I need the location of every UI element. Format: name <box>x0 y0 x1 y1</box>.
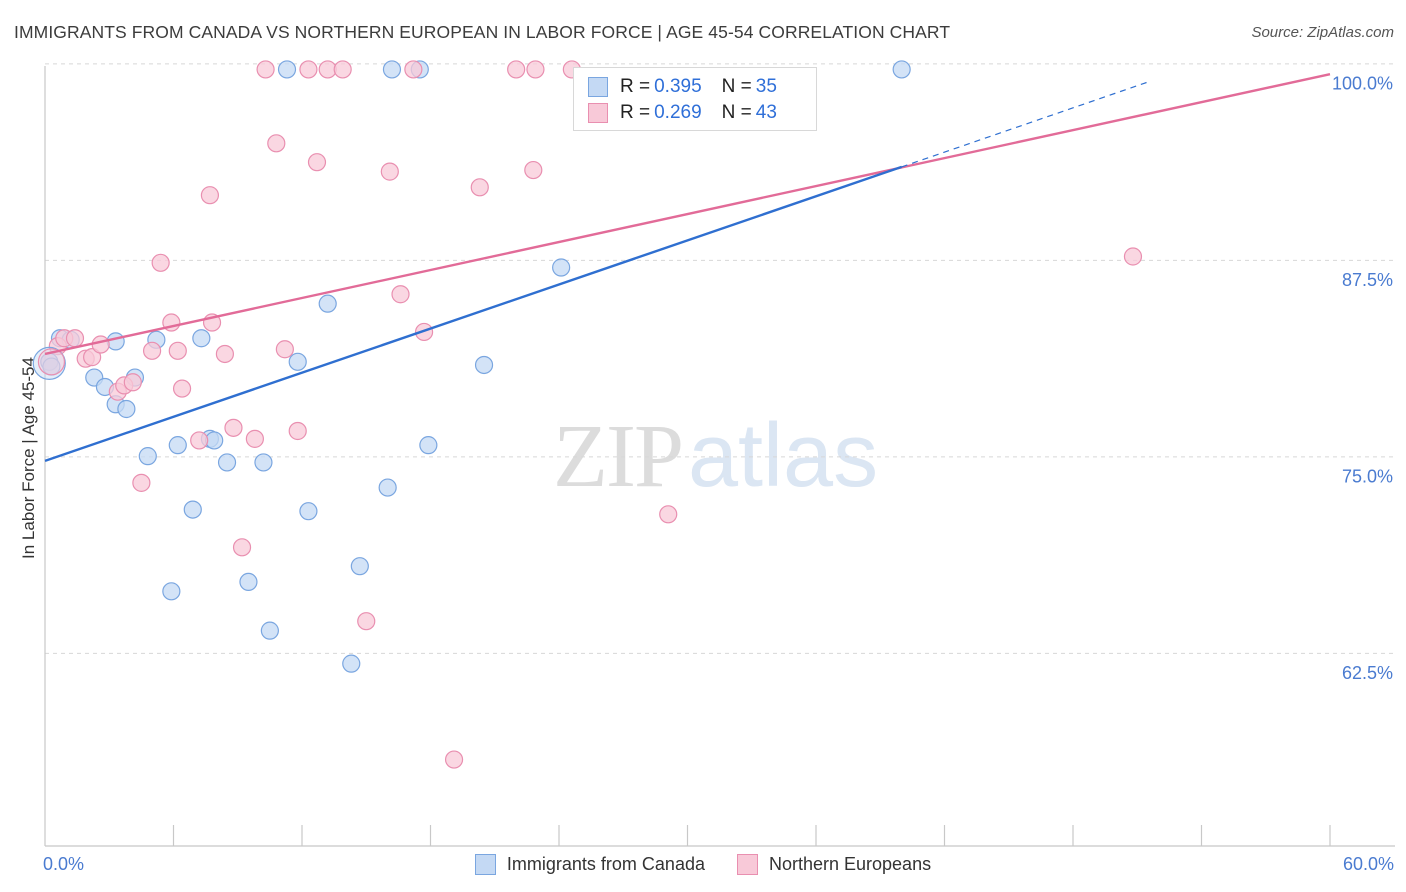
grid-layer <box>45 63 1395 654</box>
legend-label-northern: Northern Europeans <box>768 853 932 874</box>
point-canada <box>552 258 571 277</box>
point-northern <box>526 60 545 79</box>
point-canada <box>318 294 337 313</box>
point-northern <box>333 60 352 79</box>
n-label: N = <box>721 102 752 123</box>
point-cluster-northern <box>37 348 66 376</box>
trend-line-northern <box>44 72 1331 356</box>
point-northern <box>391 285 410 304</box>
point-northern <box>299 60 318 79</box>
point-northern <box>1123 247 1143 266</box>
legend-item-northern[interactable]: Northern Europeans <box>736 853 932 875</box>
x-tick-label: 0.0% <box>43 854 84 874</box>
axis-layer <box>44 66 1395 847</box>
n-value-canada: 35 <box>755 76 777 97</box>
correlation-legend: R = 0.395 N = 35 R = 0.269 N = 43 <box>573 67 817 131</box>
x-tick-label: 60.0% <box>1343 854 1394 874</box>
r-label: R = <box>620 76 651 97</box>
point-canada <box>288 352 307 371</box>
point-canada <box>117 399 136 419</box>
point-northern <box>380 162 399 181</box>
y-tick-label: 62.5% <box>1342 663 1393 683</box>
legend-row-canada: R = 0.395 N = 35 <box>588 75 777 99</box>
point-northern <box>83 348 102 367</box>
point-northern <box>142 341 162 360</box>
point-northern <box>256 60 275 79</box>
legend-swatch-northern <box>736 853 758 875</box>
series-legend: Immigrants from Canada Northern European… <box>0 852 1406 876</box>
point-canada <box>378 478 397 497</box>
point-northern <box>168 341 187 360</box>
point-northern <box>267 134 286 153</box>
point-northern <box>65 329 85 348</box>
point-canada <box>168 436 187 455</box>
trend-line-canada <box>44 165 903 462</box>
legend-swatch-canada <box>474 853 496 875</box>
n-value-northern: 43 <box>755 102 777 123</box>
point-northern <box>190 431 209 450</box>
tick-label-layer: 62.5% 75.0% 87.5% 100.0% 0.0% 60.0% <box>43 74 1394 874</box>
point-canada <box>162 582 181 601</box>
point-northern <box>200 186 220 205</box>
watermark-atlas: atlas <box>688 406 879 506</box>
point-canada <box>217 453 237 472</box>
point-canada <box>892 60 911 79</box>
r-value-northern: 0.269 <box>654 102 702 123</box>
point-northern <box>524 160 543 180</box>
watermark: ZIPatlas <box>553 405 878 508</box>
points-layer <box>32 60 1143 769</box>
legend-swatch-canada <box>588 77 608 97</box>
point-northern <box>659 505 678 524</box>
point-canada <box>183 500 202 519</box>
point-northern <box>404 60 423 79</box>
point-northern <box>275 340 294 359</box>
point-canada <box>239 572 258 592</box>
point-northern <box>245 429 264 448</box>
point-northern <box>444 750 464 769</box>
point-canada <box>419 436 438 455</box>
r-label: R = <box>620 102 651 123</box>
trend-line-canada-extension <box>901 81 1149 168</box>
point-canada <box>254 453 273 472</box>
point-canada <box>106 332 125 351</box>
point-cluster-canada <box>32 346 66 380</box>
point-northern <box>232 538 252 557</box>
point-northern <box>132 473 151 492</box>
n-label: N = <box>721 76 752 97</box>
legend-label-canada: Immigrants from Canada <box>506 853 705 874</box>
point-canada <box>299 502 318 521</box>
legend-item-canada[interactable]: Immigrants from Canada <box>474 853 705 875</box>
point-northern <box>172 379 192 398</box>
point-northern <box>123 373 142 392</box>
point-canada <box>260 621 279 640</box>
point-northern <box>288 421 307 441</box>
point-northern <box>91 335 110 354</box>
point-northern <box>307 153 327 172</box>
source-credit: Source: ZipAtlas.com <box>1251 24 1394 41</box>
point-canada <box>474 355 494 375</box>
point-canada <box>277 60 297 79</box>
legend-row-northern: R = 0.269 N = 43 <box>588 101 777 125</box>
y-tick-label: 100.0% <box>1332 74 1393 94</box>
y-tick-label: 87.5% <box>1342 270 1393 290</box>
point-northern <box>215 344 234 364</box>
chart-title: IMMIGRANTS FROM CANADA VS NORTHERN EUROP… <box>14 22 951 42</box>
r-value-canada: 0.395 <box>654 76 702 97</box>
legend-swatch-northern <box>588 103 608 123</box>
point-canada <box>342 654 361 673</box>
point-northern <box>357 612 376 631</box>
point-canada <box>382 60 402 79</box>
point-canada <box>350 557 369 576</box>
point-canada <box>138 447 157 466</box>
point-canada <box>192 329 211 348</box>
point-northern <box>507 60 526 79</box>
y-tick-label: 75.0% <box>1342 467 1393 487</box>
point-northern <box>151 253 170 272</box>
point-northern <box>224 418 243 437</box>
point-northern <box>470 178 489 197</box>
trend-layer <box>44 72 1331 462</box>
